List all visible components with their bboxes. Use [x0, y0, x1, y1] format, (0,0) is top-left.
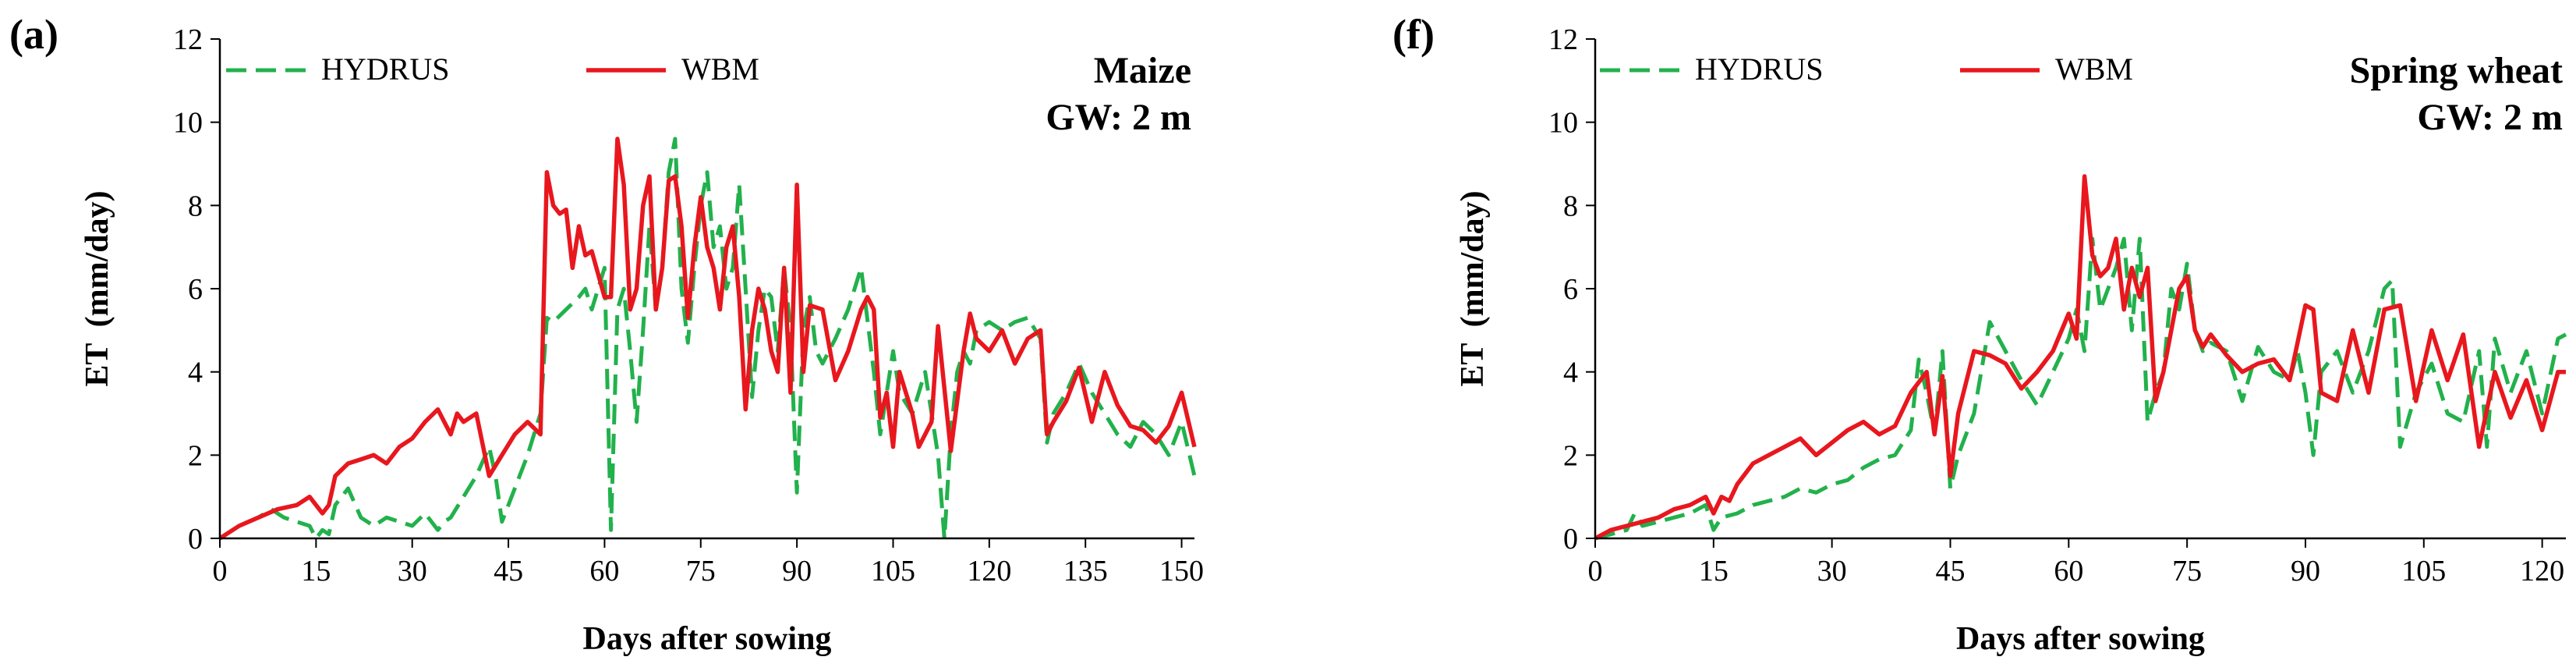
y-tick-label: 10: [173, 107, 203, 140]
y-tick-label: 6: [1563, 273, 1578, 306]
series-line-hydrus: [218, 137, 1197, 541]
legend-label-hydrus: HYDRUS: [321, 51, 449, 87]
y-tick-label: 4: [188, 357, 203, 389]
y-tick-label: 2: [1563, 439, 1578, 472]
x-axis-title: Days after sowing: [583, 621, 832, 657]
x-tick-label: 120: [2520, 555, 2564, 588]
x-tick-label: 15: [301, 555, 331, 588]
x-tick-label: 75: [686, 555, 716, 588]
panel-label: (a): [9, 11, 58, 58]
x-tick-label: 105: [2401, 555, 2446, 588]
x-tick-label: 90: [2291, 555, 2320, 588]
x-tick-label: 45: [1935, 555, 1965, 588]
crop-annotation: Maize: [1094, 50, 1191, 91]
x-tick-label: 45: [494, 555, 523, 588]
y-tick-label: 8: [1563, 190, 1578, 222]
y-tick-label: 10: [1548, 107, 1578, 140]
x-tick-label: 75: [2172, 555, 2202, 588]
y-tick-label: 12: [173, 23, 203, 56]
legend-label-hydrus: HYDRUS: [1695, 51, 1823, 87]
y-axis-title: ET (mm/day): [80, 190, 115, 386]
y-tick-label: 4: [1563, 357, 1578, 389]
y-tick-label: 12: [1548, 23, 1578, 56]
x-tick-label: 60: [589, 555, 619, 588]
x-tick-label: 60: [2054, 555, 2083, 588]
x-axis-title: Days after sowing: [1956, 621, 2205, 657]
x-tick-label: 135: [1063, 555, 1108, 588]
groundwater-annotation: GW: 2 m: [2417, 97, 2563, 138]
series-line-hydrus: [1594, 236, 2567, 541]
x-tick-label: 120: [967, 555, 1011, 588]
x-tick-label: 30: [398, 555, 427, 588]
y-tick-label: 2: [188, 439, 203, 472]
x-tick-label: 105: [871, 555, 915, 588]
legend-label-wbm: WBM: [681, 51, 759, 87]
y-tick-label: 8: [188, 190, 203, 222]
x-tick-label: 15: [1699, 555, 1729, 588]
series-line-wbm: [1594, 174, 2566, 541]
x-tick-label: 0: [213, 555, 228, 588]
panel-label: (f): [1392, 11, 1435, 58]
x-tick-label: 30: [1817, 555, 1847, 588]
groundwater-annotation: GW: 2 m: [1046, 97, 1191, 138]
x-tick-label: 90: [782, 555, 812, 588]
x-tick-label: 0: [1588, 555, 1603, 588]
y-tick-label: 0: [188, 523, 203, 556]
x-tick-label: 150: [1159, 555, 1204, 588]
y-axis-title: ET (mm/day): [1455, 190, 1491, 386]
y-tick-label: 0: [1563, 523, 1578, 556]
y-tick-label: 6: [188, 273, 203, 306]
legend-label-wbm: WBM: [2055, 51, 2133, 87]
crop-annotation: Spring wheat: [2350, 50, 2563, 91]
series-line-wbm: [218, 137, 1197, 541]
